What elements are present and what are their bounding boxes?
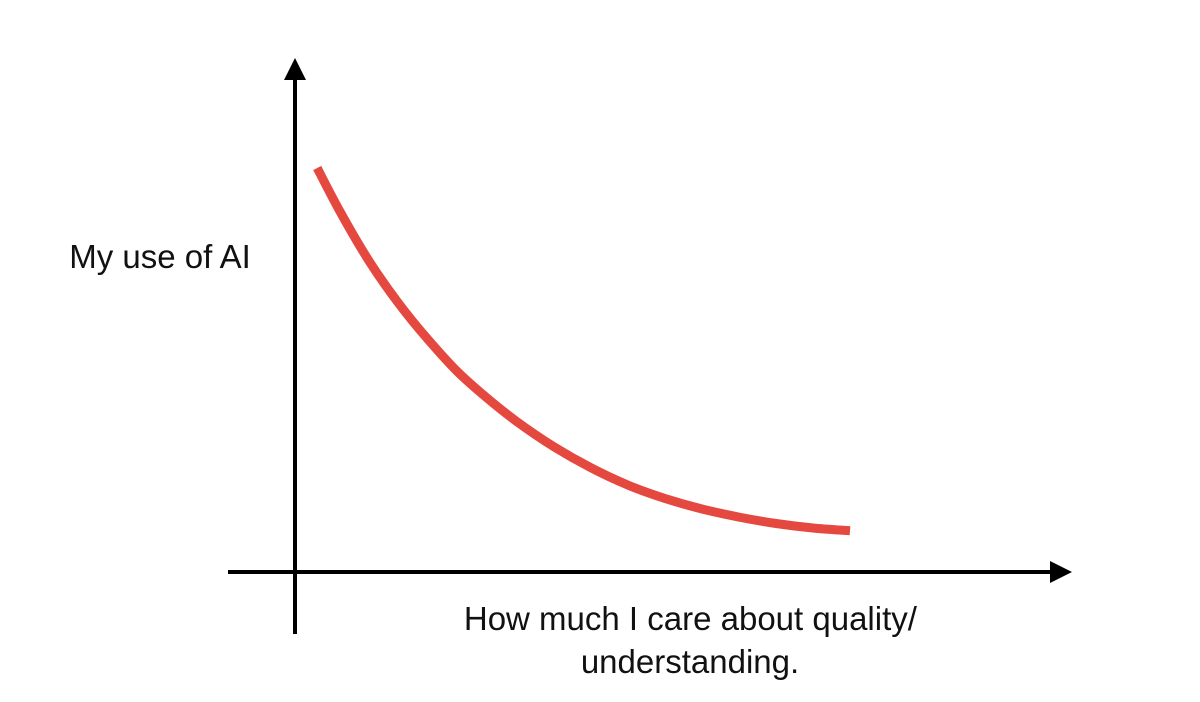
y-axis-label: My use of AI	[69, 238, 251, 275]
y-axis	[284, 58, 306, 634]
series-line	[313, 165, 851, 536]
y-axis-arrowhead	[284, 58, 306, 80]
x-axis-label: How much I care about quality/ understan…	[464, 600, 926, 680]
x-axis-arrowhead	[1050, 561, 1072, 583]
x-axis-label-line-2: understanding.	[581, 643, 799, 680]
x-axis-label-line-1: How much I care about quality/	[464, 600, 918, 637]
x-axis	[228, 561, 1072, 583]
